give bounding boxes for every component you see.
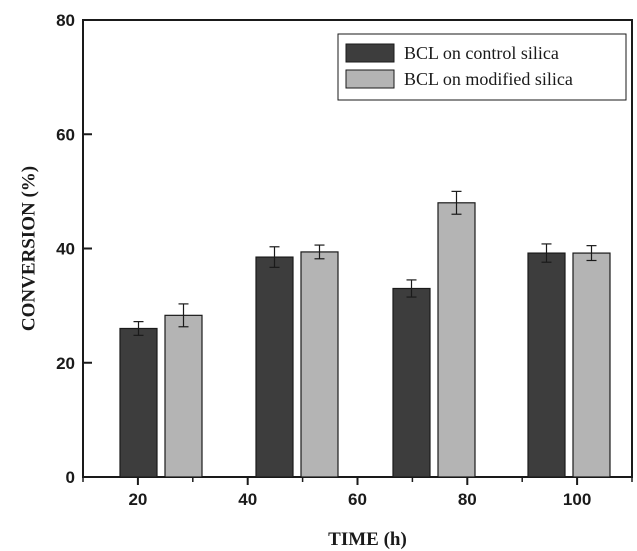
legend-label: BCL on control silica	[404, 43, 559, 63]
x-tick-label: 100	[563, 490, 591, 509]
y-tick-label: 80	[56, 11, 75, 30]
y-tick-label: 40	[56, 240, 75, 259]
y-tick-label: 0	[66, 468, 75, 487]
legend-swatch	[345, 69, 395, 89]
legend: BCL on control silica BCL on modified sil…	[337, 33, 627, 101]
x-tick-label: 40	[238, 490, 257, 509]
bar-control-silica	[255, 256, 294, 478]
x-tick-label: 80	[458, 490, 477, 509]
y-tick-label: 60	[56, 125, 75, 144]
bar-modified-silica	[437, 202, 476, 478]
y-axis-title: CONVERSION (%)	[18, 166, 39, 331]
legend-label: BCL on modified silica	[404, 69, 573, 89]
bars	[119, 190, 611, 478]
x-axis-title: TIME (h)	[328, 529, 407, 550]
bar-control-silica	[392, 287, 431, 478]
legend-swatch	[345, 43, 395, 63]
y-axis: 0 20 40 60 80	[56, 11, 92, 487]
bar-control-silica	[119, 327, 158, 478]
x-tick-label: 60	[348, 490, 367, 509]
x-tick-label: 20	[128, 490, 147, 509]
bar-modified-silica	[300, 251, 339, 478]
bar-control-silica	[527, 252, 566, 478]
x-axis: 20 40 60 80 100	[82, 477, 633, 509]
y-tick-label: 20	[56, 354, 75, 373]
legend-box	[337, 33, 627, 101]
bar-modified-silica	[164, 314, 203, 478]
bar-modified-silica	[572, 252, 611, 478]
